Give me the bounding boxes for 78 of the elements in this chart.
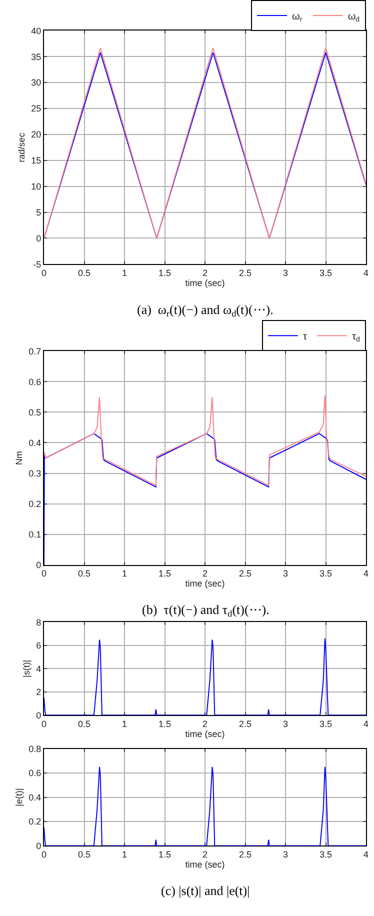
y-tick-label: 8: [36, 617, 42, 628]
x-tick-label: 4: [363, 850, 369, 860]
x-tick-label: 1.5: [158, 850, 172, 860]
x-tick-label: 1.5: [158, 268, 172, 278]
x-tick-label: 4: [363, 718, 369, 729]
line-series: [44, 394, 366, 486]
x-axis-title: time (sec): [185, 278, 225, 288]
y-tick-label: 0.6: [28, 376, 42, 387]
y-tick-label: 0.6: [28, 768, 42, 778]
y-tick-label: 15: [31, 156, 42, 166]
x-tick-label: 1: [122, 568, 128, 579]
x-tick-label: 3.5: [319, 850, 332, 860]
x-tick-label: 0.5: [78, 718, 91, 729]
x-tick-label: 3.5: [319, 268, 332, 278]
y-tick-label: 40: [31, 26, 42, 36]
x-tick-label: 3.5: [319, 568, 332, 579]
y-tick-label: 0.5: [28, 407, 42, 418]
y-tick-label: 0.4: [28, 438, 42, 448]
y-tick-label: 6: [36, 640, 42, 651]
x-tick-label: 0.5: [78, 268, 91, 278]
y-tick-label: 0.1: [28, 529, 42, 540]
y-tick-label: 4: [36, 664, 42, 674]
x-tick-label: 1.5: [158, 718, 172, 729]
x-tick-label: 4: [363, 568, 369, 579]
x-axis-title: time (sec): [185, 728, 225, 739]
x-tick-label: 2: [202, 718, 208, 729]
y-tick-label: 0.4: [28, 792, 42, 802]
x-tick-label: 0.5: [78, 568, 91, 579]
legend-label: τ: [303, 332, 307, 343]
x-tick-label: 1.5: [158, 568, 172, 579]
y-tick-label: 35: [31, 52, 42, 62]
y-tick-label: 0.2: [28, 498, 42, 509]
y-tick-label: 0.7: [28, 346, 42, 356]
line-series: [44, 766, 366, 846]
y-tick-label: 0.3: [28, 468, 42, 478]
x-tick-label: 1: [122, 718, 128, 729]
legend-label: ω$_{r}$: [292, 11, 303, 24]
legend-label: ω$_{d}$: [348, 11, 360, 24]
y-axis-title: rad/sec: [16, 132, 27, 162]
y-tick-label: 25: [31, 104, 42, 114]
y-axis-title: Nm: [14, 451, 24, 465]
x-tick-label: 3.5: [319, 718, 332, 729]
y-tick-label: 0.8: [28, 744, 42, 754]
x-tick-label: 2: [202, 268, 208, 278]
x-tick-label: 0.5: [78, 850, 91, 860]
x-axis-title: time (sec): [185, 860, 225, 870]
text: (a) ω$_{r}$(t)(−) and ω$_{d}$(t)(⋯).: [137, 302, 274, 319]
y-tick-label: 30: [31, 78, 42, 88]
x-tick-label: 3: [282, 850, 288, 860]
x-tick-label: 3: [282, 268, 288, 278]
x-tick-label: 2: [202, 568, 208, 579]
y-axis-title: |e(t)|: [14, 788, 24, 806]
text: (b) τ(t)(−) and τ$_{d}$(t)(⋯).: [142, 602, 270, 619]
y-tick-label: 5: [36, 207, 42, 218]
x-tick-label: 2.5: [238, 850, 252, 860]
x-tick-label: 2.5: [238, 568, 252, 579]
y-tick-label: 20: [31, 130, 42, 140]
y-tick-label: 0: [36, 233, 42, 244]
y-tick-label: 0.2: [28, 816, 42, 827]
x-tick-label: 1: [122, 850, 128, 860]
y-tick-label: 2: [36, 687, 42, 698]
y-tick-label: 0: [36, 710, 42, 720]
y-axis-title: |s(t)|: [22, 660, 32, 678]
x-tick-label: 3: [282, 568, 288, 579]
x-tick-label: 2.5: [238, 268, 252, 278]
x-tick-label: 2: [202, 850, 208, 860]
x-tick-label: 3: [282, 718, 288, 729]
x-axis-title: time (sec): [185, 578, 225, 589]
y-tick-label: 0: [36, 560, 42, 570]
y-tick-label: 10: [31, 181, 42, 192]
y-tick-label: -5: [33, 259, 42, 270]
x-tick-label: 4: [363, 268, 369, 278]
legend-label: τ$_{d}$: [352, 332, 360, 344]
x-tick-label: 1: [122, 268, 128, 278]
y-tick-label: 0: [36, 840, 42, 851]
text: (c) |s(t)| and |e(t)|: [161, 883, 250, 898]
line-series: [44, 638, 366, 716]
x-tick-label: 2.5: [238, 718, 252, 729]
